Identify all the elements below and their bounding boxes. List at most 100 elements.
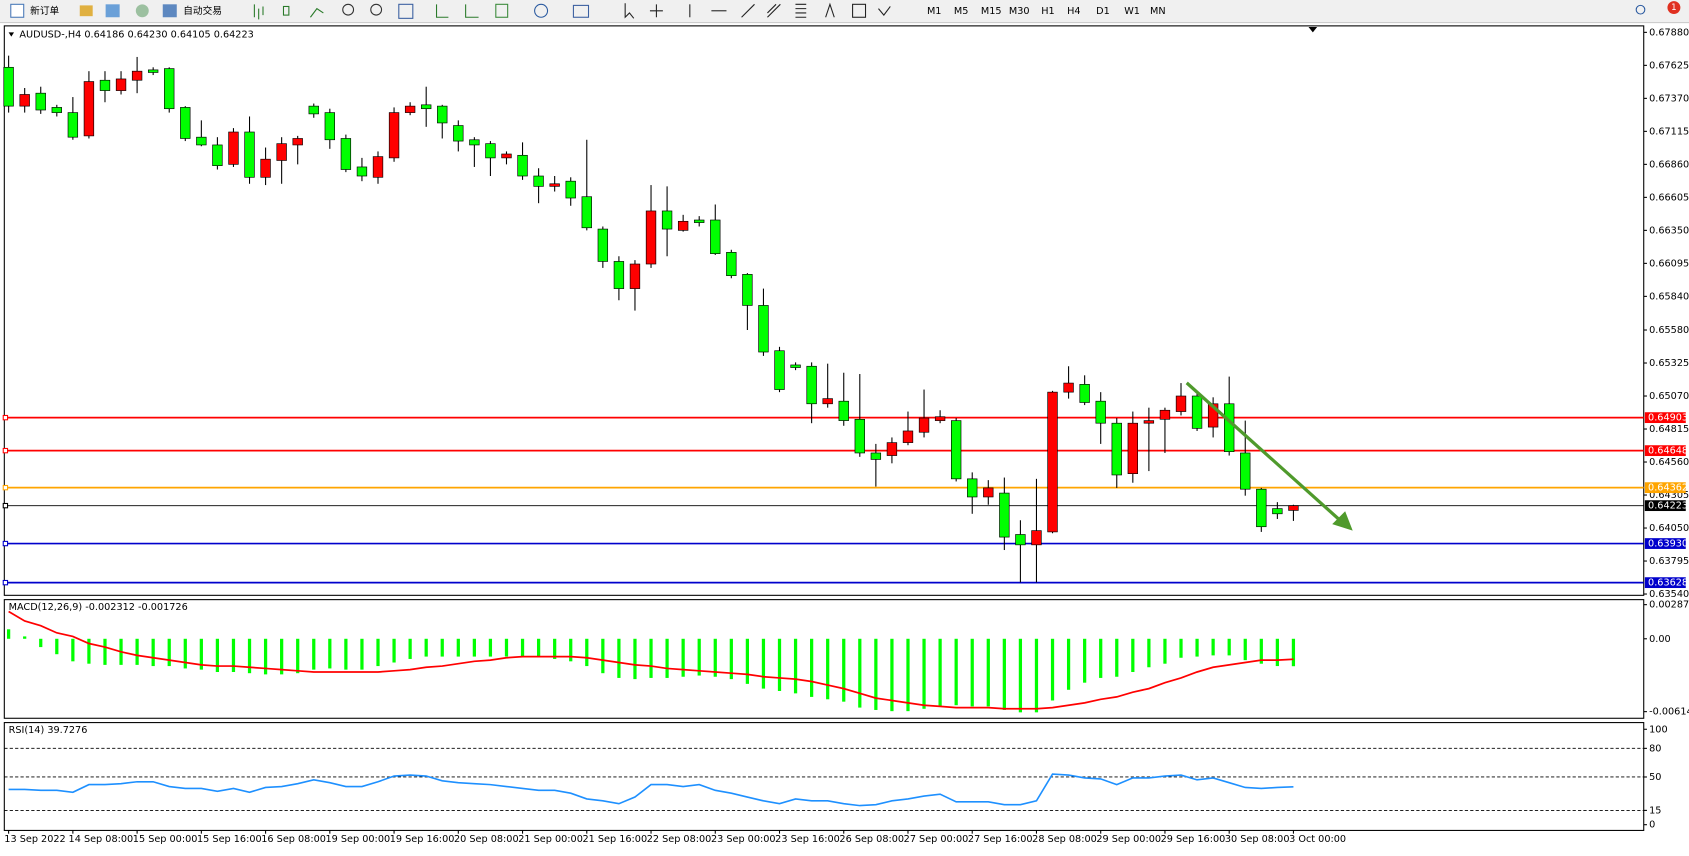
candle-body [758, 305, 769, 353]
timeframe-button[interactable]: W1 [1124, 6, 1140, 17]
new-order-icon[interactable] [10, 3, 25, 18]
candle-body [742, 274, 753, 306]
candle-body [1047, 391, 1058, 533]
candle-body [1207, 403, 1219, 428]
scroll-tool[interactable] [435, 4, 449, 18]
toolbar-icon[interactable] [105, 4, 120, 18]
candle-body [694, 219, 705, 223]
candle-body [1095, 400, 1106, 424]
y-tick-label: 0.66860 [1649, 159, 1689, 170]
toolbar-icon[interactable] [135, 4, 149, 18]
new-order-button[interactable]: 新订单 [30, 4, 59, 17]
macd-bar [167, 638, 171, 667]
macd-bar [1227, 638, 1231, 656]
candle-body [1127, 422, 1139, 474]
timeframe-button[interactable]: H4 [1067, 6, 1080, 17]
y-tick-label: 0.63795 [1649, 556, 1689, 567]
channel-tool[interactable] [767, 3, 781, 18]
search[interactable] [1635, 4, 1646, 15]
macd-bar [376, 638, 380, 667]
chart-title: AUDUSD-,H4 0.64186 0.64230 0.64105 0.642… [19, 30, 253, 41]
candle-body [1240, 452, 1251, 490]
macd-bar [23, 636, 27, 639]
y-tick-label: 0.66350 [1649, 225, 1689, 236]
notification-badge[interactable] [1667, 1, 1681, 15]
candle-body [934, 416, 946, 421]
y-tick-label: 0.66095 [1649, 258, 1689, 269]
candle-body [950, 420, 962, 480]
x-tick-label: 30 Sep 08:00 [1225, 834, 1290, 845]
autoscroll-tool[interactable] [465, 4, 479, 18]
macd-bar [1259, 638, 1263, 664]
zoom-in[interactable] [342, 3, 355, 16]
line-chart-tool[interactable] [309, 7, 324, 18]
trendline-tool[interactable] [741, 3, 755, 18]
candle-tool[interactable] [282, 5, 290, 16]
text-tool[interactable] [825, 2, 835, 18]
macd-bar [1147, 638, 1151, 668]
auto-trading-button[interactable]: 自动交易 [183, 4, 222, 17]
arrows-tool[interactable] [878, 6, 891, 16]
y-tick-label: 50 [1649, 772, 1661, 783]
timeframe-button[interactable]: M15 [981, 6, 1002, 17]
auto-trading-icon[interactable] [162, 4, 177, 18]
macd-bar [328, 638, 332, 669]
candle-body [581, 196, 592, 229]
macd-bar [39, 638, 43, 648]
candle-body [854, 418, 865, 454]
candle-body [999, 492, 1010, 538]
macd-bar [1002, 638, 1006, 710]
indicators[interactable] [495, 3, 509, 18]
macd-bar [745, 638, 750, 684]
timeframe-button[interactable]: M5 [954, 6, 969, 17]
timeframe-button[interactable]: H1 [1041, 6, 1054, 17]
candle-body [99, 79, 111, 91]
cursor-tool[interactable] [624, 3, 635, 19]
macd-bar [1050, 638, 1055, 701]
macd-bar [569, 638, 573, 662]
candle-body [517, 154, 528, 177]
candle-body [629, 263, 641, 289]
crosshair-tool[interactable] [649, 4, 663, 18]
timeframe-button[interactable]: D1 [1096, 6, 1110, 17]
candle-body [806, 365, 817, 405]
bar-chart-tool[interactable] [253, 4, 264, 20]
y-tick-label: 0.65840 [1649, 291, 1689, 302]
candle-body [902, 430, 914, 443]
y-tick-label: 15 [1649, 805, 1661, 816]
zoom-out[interactable] [370, 3, 383, 16]
timeframe-button[interactable]: M1 [927, 6, 942, 17]
candle-body [1288, 505, 1299, 511]
tile-windows[interactable] [398, 3, 414, 19]
x-tick-label: 21 Sep 16:00 [582, 834, 647, 845]
macd-bar [1066, 638, 1071, 690]
label-tool[interactable] [852, 3, 867, 18]
macd-bar [1034, 638, 1039, 713]
timeframe-button[interactable]: MN [1150, 6, 1166, 17]
toolbar-icon[interactable] [79, 5, 93, 17]
macd-bar [1083, 638, 1087, 683]
macd-bar [472, 638, 476, 657]
macd-bar [858, 638, 862, 708]
candle-body [196, 136, 207, 146]
y-tick-label: 0.64815 [1649, 424, 1689, 435]
price-level-label: 0.63930 [1648, 539, 1688, 550]
macd-bar [456, 638, 460, 657]
candle-body [533, 175, 544, 187]
candle-body [147, 69, 159, 73]
periods[interactable] [534, 3, 549, 18]
macd-bar [344, 638, 348, 670]
y-tick-label: 0.002876 [1649, 600, 1689, 611]
timeframe-button[interactable]: M30 [1009, 6, 1030, 17]
fibo-tool[interactable] [795, 3, 807, 18]
macd-bar [520, 638, 525, 657]
macd-bar [1291, 638, 1296, 667]
price-level-label: 0.64362 [1648, 483, 1688, 494]
candle-body [83, 81, 95, 137]
macd-bar [1018, 638, 1023, 713]
candle-body [661, 210, 673, 230]
symbol-menu-arrow[interactable] [8, 32, 15, 37]
templates[interactable] [572, 4, 590, 18]
candle-body [549, 183, 560, 187]
